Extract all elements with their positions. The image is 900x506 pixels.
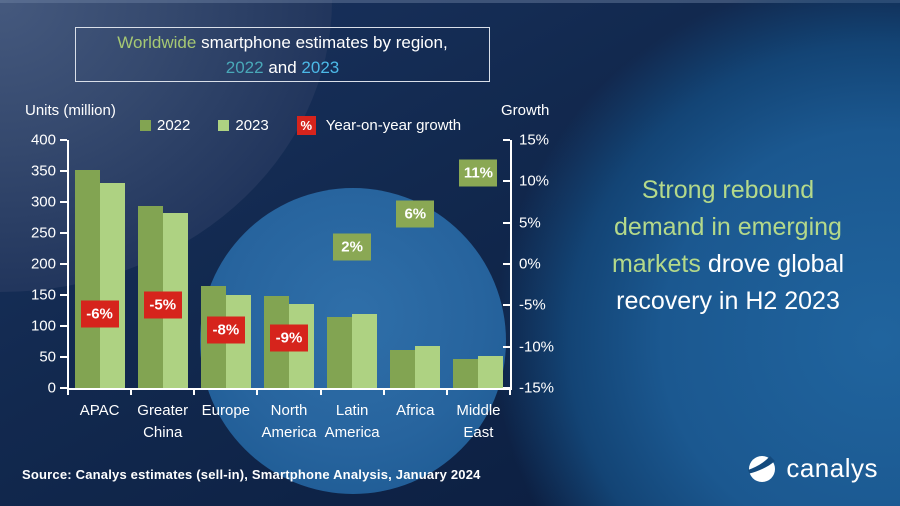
growth-badge-greater-china: -5% <box>143 291 182 319</box>
bar-2022-latin-america <box>327 317 353 388</box>
right-axis-tick <box>503 139 510 141</box>
legend-label-growth: Year-on-year growth <box>325 117 462 134</box>
left-axis-line <box>66 140 69 390</box>
right-axis-tick <box>503 221 510 224</box>
x-axis-tick <box>319 389 322 395</box>
left-axis-tick <box>60 356 67 358</box>
category-label-europe: Europe <box>201 402 251 419</box>
growth-badge-africa: 6% <box>396 200 435 228</box>
right-axis-tick <box>503 263 510 265</box>
bar-2022-middle-east <box>453 359 479 388</box>
left-axis-tick-label: 0 <box>47 379 56 397</box>
left-axis-tick <box>60 201 67 203</box>
category-label-north-america: North America <box>261 402 317 441</box>
legend-item-2022: 2022 <box>140 117 190 134</box>
growth-badge-europe: -8% <box>206 316 245 344</box>
left-axis-tick <box>60 170 67 172</box>
right-axis-tick-label: 5% <box>519 214 541 232</box>
right-axis-tick <box>503 304 510 307</box>
percent-icon: % <box>296 116 316 135</box>
right-axis-tick <box>503 387 510 389</box>
title-year-2023: 2023 <box>301 57 340 77</box>
headline-line: demand in emerging <box>614 213 842 241</box>
right-axis-tick <box>503 180 510 183</box>
x-axis-tick <box>193 389 196 395</box>
x-axis-tick <box>130 389 133 395</box>
bar-2023-latin-america <box>352 314 378 388</box>
left-axis-tick-label: 200 <box>30 255 56 273</box>
source-note: Source: Canalys estimates (sell-in), Sma… <box>22 467 481 482</box>
left-axis-tick-label: 300 <box>30 193 56 211</box>
left-axis-tick-label: 100 <box>30 317 56 335</box>
headline-line: markets drove global <box>611 250 845 278</box>
legend-label-2023: 2023 <box>235 117 269 134</box>
chart-title-line1: Worldwide smartphone estimates by region… <box>76 30 489 55</box>
left-axis-tick <box>60 325 67 327</box>
right-axis-tick-label: 15% <box>519 131 550 149</box>
left-axis-tick-label: 400 <box>30 131 56 149</box>
growth-badge-latin-america: 2% <box>333 233 372 261</box>
headline-text: Strong rebound demand in emerging markets … <box>578 172 878 320</box>
canalys-logo: canalys <box>746 452 878 484</box>
category-label-africa: Africa <box>396 402 435 419</box>
left-axis-tick <box>60 294 67 296</box>
legend-item-growth: % Year-on-year growth <box>296 116 462 135</box>
bar-2023-apac <box>99 183 125 388</box>
left-axis-tick <box>60 263 67 265</box>
bar-2023-africa <box>415 346 441 388</box>
x-axis-tick <box>382 389 385 395</box>
right-axis-tick-label: -10% <box>519 338 555 356</box>
left-axis-tick-label: 50 <box>39 348 56 366</box>
canalys-logo-icon <box>748 456 776 482</box>
category-label-greater-china: Greater China <box>137 402 189 441</box>
growth-badge-middle-east: 11% <box>459 159 498 187</box>
legend-swatch-2023 <box>218 120 230 131</box>
title-year-2022: 2022 <box>225 57 264 77</box>
chart-title-box: Worldwide smartphone estimates by region… <box>75 27 490 82</box>
left-axis-tick <box>60 232 67 234</box>
left-axis-tick-label: 250 <box>30 224 56 242</box>
canalys-wordmark: canalys <box>786 452 878 483</box>
category-label-apac: APAC <box>79 402 120 419</box>
bar-2023-middle-east <box>478 355 504 388</box>
background-top-arc <box>0 0 900 3</box>
x-axis-tick <box>509 389 511 395</box>
x-axis-tick <box>67 389 69 395</box>
right-axis-tick-label: -5% <box>519 296 546 314</box>
growth-badge-apac: -6% <box>80 300 119 328</box>
right-axis-tick-label: -15% <box>519 379 555 397</box>
growth-badge-north-america: -9% <box>270 324 308 352</box>
left-axis-tick <box>60 139 67 141</box>
chart-title-line2: 2022 and 2023 <box>76 55 489 80</box>
bar-2022-apac <box>74 169 100 388</box>
x-axis-line <box>66 387 512 390</box>
legend-label-2022: 2022 <box>157 117 191 134</box>
title-word-worldwide: Worldwide <box>117 32 197 52</box>
title-and: and <box>263 57 302 77</box>
left-axis-title: Units (million) <box>25 102 116 119</box>
category-label-middle-east: Middle East <box>456 402 501 441</box>
title-rest: smartphone estimates by region, <box>196 32 448 52</box>
right-axis-tick <box>503 345 510 348</box>
category-label-latin-america: Latin America <box>324 402 380 441</box>
bar-2022-africa <box>390 349 416 388</box>
headline-line: recovery in H2 2023 <box>616 287 840 315</box>
right-axis-title: Growth <box>501 102 550 119</box>
x-axis-tick <box>445 389 448 395</box>
right-axis-tick-label: 10% <box>519 172 550 190</box>
left-axis-tick-label: 150 <box>30 286 56 304</box>
legend-swatch-2022 <box>140 120 151 131</box>
right-axis-line <box>509 140 512 390</box>
left-axis-tick-label: 350 <box>30 162 56 180</box>
legend-item-2023: 2023 <box>218 117 269 134</box>
headline-line: Strong rebound <box>641 176 815 204</box>
right-axis-tick-label: 0% <box>519 255 541 273</box>
x-axis-tick <box>256 389 259 395</box>
legend: 2022 2023 % Year-on-year growth <box>140 116 479 135</box>
left-axis-tick <box>60 387 67 389</box>
